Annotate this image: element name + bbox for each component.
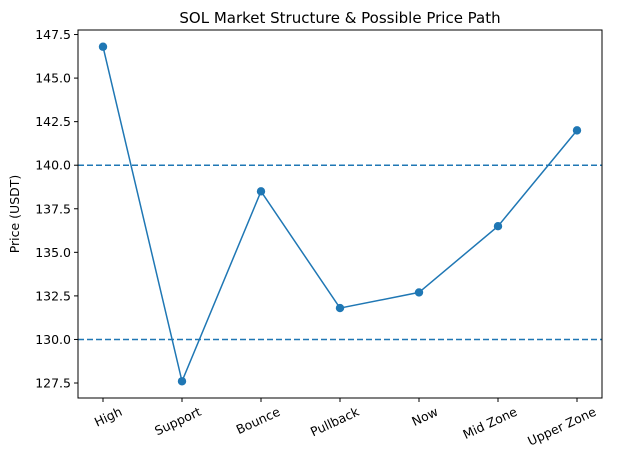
data-point-support: [177, 377, 187, 386]
y-tick-label: 127.5: [35, 376, 71, 391]
data-point-pullback: [335, 303, 345, 313]
plot-frame: [77, 29, 603, 399]
y-tick-label: 137.5: [35, 201, 71, 216]
x-tick-label: Support: [152, 404, 203, 439]
data-point-mid-zone: [493, 221, 503, 231]
data-point-bounce: [256, 187, 266, 196]
y-tick-label: 135.0: [35, 245, 71, 260]
chart-title: SOL Market Structure & Possible Price Pa…: [179, 9, 500, 27]
data-point-high: [98, 42, 108, 51]
y-tick-label: 130.0: [35, 332, 71, 347]
y-tick-label: 140.0: [35, 158, 71, 173]
y-tick-label: 145.0: [35, 71, 71, 86]
x-tick-label: High: [92, 404, 124, 430]
y-tick-label: 132.5: [35, 288, 71, 303]
y-tick-label: 147.5: [35, 27, 71, 42]
x-tick-label: Upper Zone: [525, 404, 598, 449]
x-tick-label: Mid Zone: [460, 404, 519, 442]
x-tick-label: Now: [409, 404, 440, 429]
y-tick-label: 142.5: [35, 114, 71, 129]
data-point-now: [414, 288, 424, 297]
series-line-0: [102, 46, 578, 384]
data-point-upper-zone: [572, 126, 582, 135]
x-tick-label: Bounce: [234, 404, 283, 437]
x-tick-label: Pullback: [308, 404, 362, 440]
y-axis-label: Price (USDT): [7, 175, 22, 254]
